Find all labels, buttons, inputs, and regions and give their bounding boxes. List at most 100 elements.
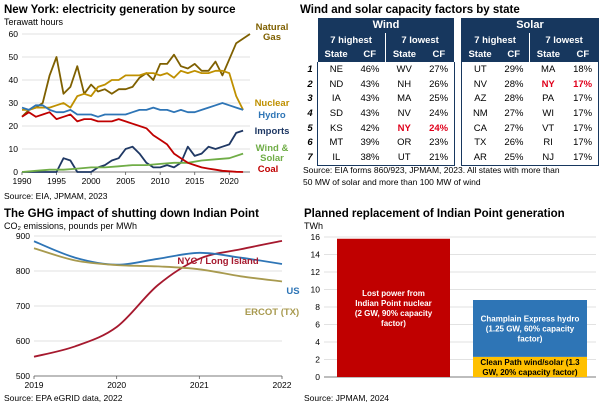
table-row: 4 SD 43% NV 24% NM 27% WI 17% [303, 106, 600, 121]
y-tick-label: 20 [9, 121, 19, 131]
x-tick-label: 2020 [220, 176, 239, 186]
table-source-line-2: 50 MW of solar and more than 100 MW of w… [303, 177, 481, 187]
cf-cell: 17% [567, 76, 600, 92]
y-tick-label: 14 [311, 250, 321, 260]
cf-cell: 17% [567, 135, 600, 151]
x-tick-label: 1990 [13, 176, 32, 186]
bar-label: GW, 20% capacity factor) [482, 368, 577, 377]
table-row: 1 NE 46% WV 27% UT 29% MA 18% [303, 62, 600, 77]
state-cell: SD [316, 106, 355, 121]
state-cell: KS [316, 120, 355, 136]
state-cell: CA [460, 120, 499, 136]
bar-segment [337, 238, 450, 377]
group-gap [454, 135, 462, 151]
cf-cell: 24% [423, 120, 455, 136]
series-label: Imports [255, 126, 290, 137]
wind-highest-header: 7 highest [317, 32, 386, 48]
state-cell: RI [543, 137, 553, 149]
y-axis-label: TWh [304, 221, 323, 231]
rank-cell: 6 [307, 137, 313, 149]
series-line [22, 129, 244, 173]
state-cell: TX [460, 135, 499, 151]
y-tick-label: 60 [9, 29, 19, 39]
table-source-line-1: Source: EIA forms 860/923, JPMAM, 2023. … [303, 165, 560, 175]
state-cell: NY [397, 122, 411, 134]
y-tick-label: 16 [311, 232, 321, 242]
capacity-factor-panel: Wind and solar capacity factors by state [300, 4, 520, 17]
column-header: CF [567, 47, 599, 63]
state-cell: MT [316, 135, 355, 151]
bar-segment [473, 356, 587, 377]
x-tick-label: 2022 [273, 380, 292, 390]
y-tick-label: 4 [315, 337, 320, 347]
state-cell: PA [542, 93, 555, 105]
cf-cell: 18% [567, 62, 600, 77]
replacement-panel: Planned replacement of Indian Point gene… [304, 208, 565, 231]
series-label: Hydro [258, 110, 286, 121]
bar-label: factor) [381, 319, 406, 328]
cf-cell: 21% [423, 150, 455, 166]
table-row: 7 IL 38% UT 21% AR 25% NJ 17% [303, 150, 600, 166]
wind-group-header: Wind [317, 18, 455, 33]
state-cell: MA [397, 93, 412, 105]
x-tick-label: 1995 [47, 176, 66, 186]
table-row: 3 IA 43% MA 25% AZ 28% PA 17% [303, 91, 600, 107]
column-header: State [528, 47, 568, 63]
column-header: State [317, 47, 355, 63]
y-axis-label: Terawatt hours [4, 17, 64, 27]
bar-label: (1.25 GW, 60% capacity [486, 324, 575, 333]
series-label-line: Imports [255, 126, 290, 137]
series-line [22, 69, 244, 111]
y-tick-label: 800 [16, 266, 30, 276]
chart-source: Source: EIA, JPMAM, 2023 [4, 191, 108, 201]
state-cell: UT [385, 150, 424, 166]
cf-cell: 39% [360, 137, 380, 149]
table-body: 1 NE 46% WV 27% UT 29% MA 18% 2 ND 43% NH 26% NV 28% NY 1… [303, 62, 600, 166]
table-row: 6 MT 39% OR 23% TX 26% RI 17% [303, 135, 600, 151]
state-cell: WI [542, 107, 554, 119]
rank-cell: 2 [307, 78, 313, 90]
bar-label: Champlain Express hydro [481, 314, 580, 323]
bar-segment [473, 300, 587, 357]
rank-cell: 7 [307, 152, 313, 164]
series-line [21, 33, 251, 118]
x-tick-label: 2019 [25, 380, 44, 390]
group-gap [454, 76, 462, 92]
series-label: Wind & Solar [256, 143, 289, 164]
group-gap [454, 62, 462, 77]
series-label-line: Nuclear [255, 98, 290, 109]
series-line [33, 240, 283, 358]
state-cell: NH [397, 78, 412, 90]
x-tick-label: 2005 [116, 176, 135, 186]
y-tick-label: 2 [315, 355, 320, 365]
state-cell: IL [316, 150, 355, 166]
x-tick-label: 2010 [151, 176, 170, 186]
series-label: Nuclear [255, 98, 290, 109]
series-label: Coal [258, 164, 279, 175]
cf-cell: 38% [354, 150, 386, 166]
state-cell: UT [460, 62, 499, 77]
cf-cell: 17% [567, 120, 600, 136]
y-tick-label: 50 [9, 52, 19, 62]
x-tick-label: 2020 [107, 380, 126, 390]
cf-cell: 25% [423, 91, 455, 107]
cf-cell: 46% [360, 63, 380, 75]
series-label-line: Natural [256, 22, 289, 33]
bar-label: Indian Point nuclear [355, 299, 431, 308]
state-cell: WV [396, 63, 412, 75]
chart-source: Source: EPA eGRID data, 2022 [4, 393, 123, 403]
cf-cell: 28% [504, 93, 524, 105]
state-cell: AR [460, 150, 499, 166]
y-tick-label: 40 [9, 75, 19, 85]
chart-title: Planned replacement of Indian Point gene… [304, 208, 565, 220]
column-header: CF [423, 47, 455, 63]
group-gap [454, 120, 462, 136]
cf-cell: 27% [504, 122, 524, 134]
state-cell: OR [397, 137, 412, 149]
series-label-line: Wind & [256, 143, 289, 154]
state-cell: IA [316, 91, 355, 107]
bar-label: (2 GW, 90% capacity [355, 309, 433, 318]
state-cell: AZ [460, 91, 499, 107]
cf-cell: 24% [423, 106, 455, 121]
